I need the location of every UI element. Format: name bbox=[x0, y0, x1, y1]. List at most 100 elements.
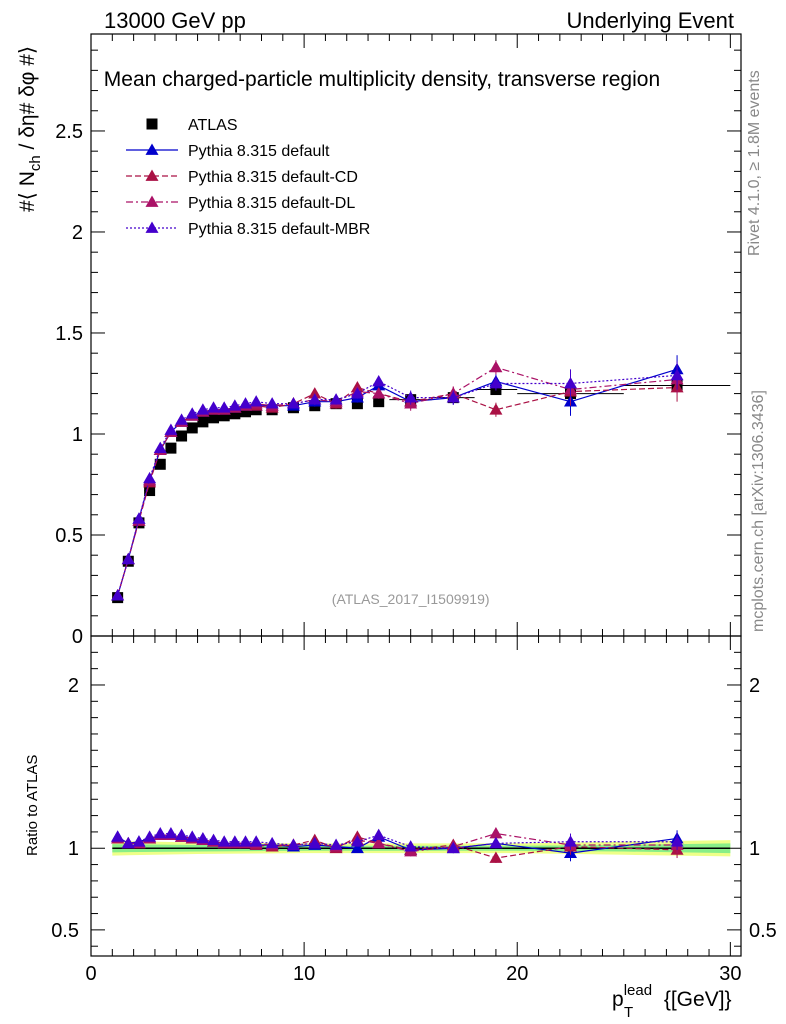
ratio-pythia-8-315-default-mbr-point bbox=[228, 835, 242, 847]
ratio-pythia-8-315-default-mbr-point bbox=[196, 831, 210, 844]
legend-label-atlas: ATLAS bbox=[188, 117, 238, 134]
atlas-point bbox=[351, 398, 363, 410]
atlas-point bbox=[208, 412, 220, 424]
legend-marker-atlas bbox=[146, 118, 158, 130]
legend-marker-pythia-8-315-default-dl bbox=[145, 195, 159, 207]
ratio-y-axis-label: Ratio to ATLAS bbox=[24, 755, 41, 856]
ratio-pythia-8-315-default-mbr-point bbox=[350, 835, 364, 847]
pythia-8-315-default-mbr-point bbox=[489, 376, 503, 389]
ratio-pythia-8-315-default-mbr-point bbox=[132, 835, 146, 847]
ratio-pythia-8-315-default-mbr-point bbox=[489, 836, 503, 849]
ratio-pythia-8-315-default-mbr-point bbox=[308, 836, 322, 849]
ratio-pythia-8-315-default-dl-point bbox=[489, 827, 503, 839]
pythia-8-315-default-mbr-point bbox=[265, 397, 279, 409]
pythia-8-315-default-mbr-point bbox=[132, 512, 146, 524]
ratio-pythia-8-315-default-mbr-point bbox=[372, 828, 386, 841]
ratio-y-tick-label: 2 bbox=[68, 675, 79, 697]
header-right: Underlying Event bbox=[566, 8, 734, 33]
ratio-frame bbox=[90, 635, 742, 957]
atlas-point bbox=[186, 422, 198, 434]
pythia-8-315-default-line bbox=[117, 368, 678, 596]
pythia-8-315-default-mbr-point bbox=[207, 401, 221, 413]
ratio-pythia-8-315-default-mbr-point bbox=[185, 830, 199, 842]
ratio-pythia-8-315-default-cd-point bbox=[489, 851, 503, 863]
atlas-point bbox=[176, 430, 188, 442]
pythia-8-315-default-mbr-point bbox=[239, 397, 253, 409]
pythia-8-315-default-mbr-point bbox=[446, 391, 460, 403]
atlas-point bbox=[165, 442, 177, 454]
ratio-pythia-8-315-default-mbr-point bbox=[404, 840, 418, 852]
pythia-8-315-default-mbr-point bbox=[372, 374, 386, 387]
legend-marker-pythia-8-315-default-mbr bbox=[145, 221, 159, 233]
main-panel: 0 0.5 1 1.5 2 2.5 Mean charged-particle multip… bbox=[16, 33, 742, 648]
ratio-pythia-8-315-default-mbr-point bbox=[564, 835, 578, 847]
atlas-point bbox=[240, 406, 252, 418]
ratio-pythia-8-315-default-mbr-point bbox=[175, 828, 189, 841]
x-tick-label: 20 bbox=[506, 963, 528, 985]
ratio-pythia-8-315-default-mbr-point bbox=[239, 835, 253, 847]
ratio-pythia-8-315-default-mbr-point bbox=[164, 827, 178, 839]
pythia-8-315-default-mbr-point bbox=[111, 589, 125, 601]
x-axis-label: plead T {[GeV]} bbox=[612, 982, 732, 1021]
atlas-point bbox=[373, 396, 385, 408]
x-tick-label: 30 bbox=[719, 963, 741, 985]
pythia-8-315-default-cd-point bbox=[308, 387, 322, 399]
ratio-pythia-8-315-default-mbr-point bbox=[207, 833, 221, 845]
ratio-pythia-8-315-default-mbr-point bbox=[111, 830, 125, 842]
ratio-y-tick-label: 0.5 bbox=[51, 920, 79, 942]
pythia-8-315-default-mbr-point bbox=[308, 393, 322, 405]
y-axis-label: #⟨ Nch / δη# δφ #⟩ bbox=[16, 46, 44, 212]
ratio-pythia-8-315-default-mbr-point bbox=[670, 835, 684, 847]
atlas-point bbox=[144, 485, 156, 497]
y-tick-label: 2.5 bbox=[55, 121, 83, 143]
ratio-pythia-8-315-default-mbr-point bbox=[265, 836, 279, 849]
pythia-8-315-default-dl-point bbox=[372, 387, 386, 399]
ratio-pythia-8-315-default-mbr-point bbox=[121, 836, 135, 849]
ratio-pythia-8-315-default-mbr-point bbox=[286, 838, 300, 850]
atlas-point bbox=[229, 408, 241, 420]
ratio-pythia-8-315-default-point bbox=[350, 841, 364, 854]
pythia-8-315-default-mbr-point bbox=[121, 552, 135, 565]
legend-label-pythia-8-315-default-cd: Pythia 8.315 default-CD bbox=[188, 169, 358, 186]
y-tick-label: 0.5 bbox=[55, 525, 83, 547]
pythia-8-315-default-mbr-point bbox=[196, 403, 210, 415]
ratio-pythia-8-315-default-mbr-point bbox=[446, 841, 460, 854]
atlas-point bbox=[154, 458, 166, 470]
ratio-y-tick-label-right: 1 bbox=[749, 838, 760, 860]
x-tick-label: 0 bbox=[85, 963, 96, 985]
pythia-8-315-default-mbr-point bbox=[143, 471, 157, 484]
ratio-y-tick-label-right: 0.5 bbox=[749, 920, 777, 942]
ratio-pythia-8-315-default-mbr-point bbox=[217, 835, 231, 847]
atlas-point bbox=[197, 416, 209, 428]
legend-label-pythia-8-315-default: Pythia 8.315 default bbox=[188, 143, 330, 160]
y-tick-label: 1 bbox=[72, 424, 83, 446]
ratio-y-tick-label: 1 bbox=[68, 838, 79, 860]
y-tick-label: 0 bbox=[72, 626, 83, 648]
pythia-8-315-default-mbr-point bbox=[164, 423, 178, 435]
x-tick-label: 10 bbox=[293, 963, 315, 985]
pythia-8-315-default-mbr-point bbox=[249, 395, 263, 407]
pythia-8-315-default-mbr-point bbox=[564, 376, 578, 389]
ratio-y-tick-label-right: 2 bbox=[749, 675, 760, 697]
pythia-8-315-default-mbr-point bbox=[185, 407, 199, 419]
pythia-8-315-default-mbr-point bbox=[286, 397, 300, 409]
legend-marker-pythia-8-315-default-cd bbox=[145, 169, 159, 181]
ratio-pythia-8-315-default-mbr-point bbox=[143, 830, 157, 842]
pythia-8-315-default-mbr-point bbox=[228, 399, 242, 411]
ratio-pythia-8-315-default-mbr-point bbox=[153, 827, 167, 839]
header-left: 13000 GeV pp bbox=[104, 8, 246, 33]
atlas-point bbox=[218, 410, 230, 422]
chart-title: Mean charged-particle multiplicity densi… bbox=[104, 68, 660, 91]
pythia-8-315-default-mbr-point bbox=[350, 387, 364, 399]
legend-label-pythia-8-315-default-mbr: Pythia 8.315 default-MBR bbox=[188, 221, 370, 238]
pythia-8-315-default-mbr-point bbox=[329, 393, 343, 405]
y-tick-label: 2 bbox=[72, 222, 83, 244]
ratio-pythia-8-315-default-dl-point bbox=[372, 836, 386, 849]
pythia-8-315-default-mbr-point bbox=[175, 413, 189, 425]
pythia-8-315-default-mbr-point bbox=[670, 368, 684, 381]
legend-label-pythia-8-315-default-dl: Pythia 8.315 default-DL bbox=[188, 195, 355, 212]
y-tick-label: 1.5 bbox=[55, 323, 83, 345]
legend: ATLAS Pythia 8.315 default Pythia 8.315 de… bbox=[126, 117, 370, 238]
